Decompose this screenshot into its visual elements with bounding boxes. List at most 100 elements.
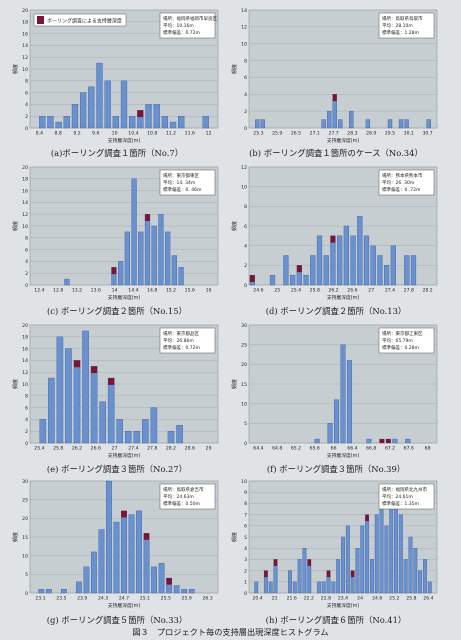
- histogram-bar: [288, 570, 292, 594]
- histogram-bar: [124, 430, 132, 444]
- x-tick-label: 23.1: [35, 596, 45, 602]
- y-tick-label: 2: [244, 263, 247, 269]
- info-line: 平均：10.16m: [163, 22, 194, 29]
- chart-panel-g: 0 5 10 15 20 25 30 23.1 23.5 23.9 24.3 24.7 25.1 25.5…: [12, 476, 222, 628]
- x-tick-label: 25.3: [253, 131, 263, 137]
- support-layer-marker: [296, 265, 302, 273]
- x-tick-label: 66.8: [366, 446, 376, 452]
- x-tick-label: 22.8: [321, 596, 331, 602]
- histogram-bar: [341, 536, 345, 594]
- y-tick-label: 2: [25, 429, 28, 435]
- x-tick-label: 9.2: [73, 131, 80, 137]
- x-tick-label: 25: [274, 288, 280, 294]
- histogram-bar: [106, 480, 112, 594]
- histogram-bar: [121, 510, 127, 594]
- y-axis-label: 頻度: [12, 532, 19, 542]
- x-tick-label: 13.2: [72, 288, 82, 294]
- x-tick-label: 25.9: [272, 131, 282, 137]
- x-tick-label: 12: [206, 131, 212, 137]
- x-tick-label: 13.6: [91, 288, 101, 294]
- info-box: [378, 327, 435, 354]
- histogram-bar: [144, 214, 151, 286]
- histogram-bar: [290, 274, 296, 286]
- x-axis-label: 支持層深度(m): [327, 137, 360, 144]
- y-tick-label: 10: [22, 67, 28, 73]
- y-tick-label: 0: [25, 591, 28, 597]
- histogram-bar: [337, 235, 343, 286]
- chart-caption-f: (f) ボーリング調査３箇所（No.39）: [266, 464, 406, 474]
- info-line: 平均：26. 30m: [382, 179, 414, 186]
- histogram-bar: [202, 115, 209, 129]
- y-axis-label: 頻度: [231, 64, 238, 74]
- info-box: [159, 327, 216, 354]
- info-line: 場所：東京都江東区: [382, 330, 423, 337]
- histogram-bar: [326, 110, 332, 129]
- x-tick-label: 11.2: [166, 131, 176, 137]
- x-tick-label: 16: [206, 288, 212, 294]
- histogram-bar: [73, 360, 81, 444]
- x-tick-label: 11.6: [185, 131, 195, 137]
- x-tick-label: 65.6: [310, 446, 320, 452]
- histogram-c: 0 2 4 6 8 10 12 14 16 18 20 12.4 12.8 13.2 13.6 14 14.4 1…: [12, 165, 219, 301]
- y-axis-label: 頻度: [231, 379, 238, 389]
- info-box: [159, 12, 216, 39]
- histogram-bar: [390, 245, 396, 286]
- histogram-bar: [408, 536, 413, 594]
- histogram-bar: [107, 377, 115, 444]
- histogram-bar: [99, 401, 106, 444]
- y-tick-label: 10: [241, 184, 247, 190]
- support-layer-marker: [379, 439, 385, 443]
- y-tick-label: 14: [22, 200, 28, 206]
- histogram-bar: [98, 529, 105, 594]
- info-line: 標準偏差：0. 72m: [382, 186, 420, 193]
- info-line: 場所：鳥取県倉吉市: [163, 486, 204, 493]
- histogram-bar: [331, 581, 336, 594]
- histogram-h: 0 1 2 3 4 5 6 7 8 9 10 20.4 21 21.6 22.2 22.8 23.4 24 24.6…: [231, 479, 438, 609]
- x-tick-label: 26.2: [328, 288, 338, 294]
- histogram-bar: [153, 104, 160, 129]
- x-tick-label: 8.4: [36, 131, 43, 137]
- x-tick-label: 14.4: [128, 288, 138, 294]
- x-tick-label: 25.8: [53, 446, 63, 452]
- chart-caption-b: (b) ボーリング調査１箇所のケース（No.34）: [249, 148, 423, 158]
- histogram-bar: [268, 581, 273, 594]
- chart-panel-a: 0 2 4 6 8 10 12 14 16 18 20 8.4 8.8 9.2 9.6 10 10.4 10.8 1…: [12, 5, 222, 161]
- legend-box: [33, 13, 127, 27]
- x-tick-label: 12.4: [34, 288, 44, 294]
- histogram-bar: [333, 399, 340, 444]
- histogram-bar: [111, 267, 117, 286]
- y-axis-label: 頻度: [231, 532, 238, 542]
- x-tick-label: 30.7: [422, 131, 432, 137]
- info-line: 標準偏差：0.72m: [163, 344, 200, 351]
- y-tick-label: 4: [244, 546, 247, 552]
- y-tick-label: 10: [22, 553, 28, 559]
- histogram-bar: [151, 566, 157, 594]
- x-tick-label: 20.4: [252, 596, 262, 602]
- histogram-bar: [263, 570, 268, 594]
- y-tick-label: 0: [244, 126, 247, 132]
- histogram-bar: [118, 261, 124, 286]
- info-line: 標準偏差：0.72m: [163, 29, 200, 36]
- y-tick-label: 4: [25, 259, 28, 265]
- histogram-bar: [65, 348, 72, 444]
- histogram-bar: [138, 231, 144, 286]
- histogram-bar: [392, 438, 398, 444]
- y-tick-label: 6: [25, 405, 28, 411]
- x-tick-label: 26.6: [347, 288, 357, 294]
- support-layer-marker: [91, 366, 98, 374]
- y-tick-label: 8: [25, 236, 28, 242]
- y-axis-label: 頻度: [231, 221, 238, 231]
- histogram-bar: [91, 551, 97, 594]
- x-tick-label: 27.7: [328, 131, 338, 137]
- y-tick-label: 20: [22, 516, 28, 522]
- histogram-bar: [398, 514, 403, 594]
- x-tick-label: 64.8: [272, 446, 282, 452]
- support-layer-marker: [73, 360, 81, 368]
- x-tick-label: 29.5: [385, 131, 395, 137]
- x-tick-label: 24.6: [253, 288, 263, 294]
- histogram-bar: [145, 104, 152, 129]
- y-tick-label: 25: [22, 497, 28, 503]
- histogram-bar: [418, 570, 423, 594]
- y-tick-label: 4: [25, 102, 28, 108]
- histogram-bar: [116, 419, 124, 444]
